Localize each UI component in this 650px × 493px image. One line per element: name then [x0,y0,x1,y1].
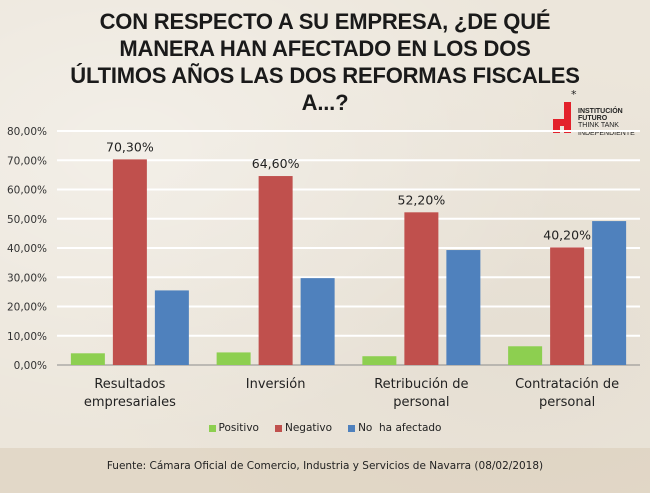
bar-no-ha-afectado [592,221,627,365]
legend-swatch [274,424,282,432]
star-icon: * [571,88,577,101]
y-tick-label: 10,00% [7,331,47,343]
legend-item: No ha afectado [348,422,441,434]
legend-item: Positivo [208,422,259,434]
bar-no-ha-afectado [300,278,335,365]
legend-label: Negativo [284,422,333,434]
bar-negativo [112,159,147,365]
x-category-label: Resultados [94,377,165,392]
y-tick-label: 0,00% [14,360,47,372]
x-category-label: Contratación de [515,377,619,392]
logo-text: INSTITUCIÓN FUTURO THINK TANK INDEPENDIE… [578,108,635,137]
x-category-label: personal [393,395,449,410]
bar-no-ha-afectado [446,250,481,365]
legend-label: No ha afectado [358,422,442,434]
x-category-label: Inversión [246,377,306,392]
logo-line: INSTITUCIÓN [578,108,623,115]
y-tick-label: 70,00% [7,155,47,167]
data-label: 64,60% [252,156,300,171]
bar-positivo [508,346,543,365]
logo-line: FUTURO [578,115,608,123]
y-tick-label: 60,00% [7,185,47,197]
y-tick-label: 20,00% [7,302,47,314]
data-label: 40,20% [543,227,591,242]
logo-mark-icon [553,102,571,133]
data-label: 70,30% [106,139,154,154]
legend-label: Positivo [218,422,259,434]
bar-no-ha-afectado [154,290,189,365]
institucion-futuro-logo: * INSTITUCIÓN FUTURO THINK TANK INDEPEND… [550,88,650,148]
legend-item: Negativo [274,422,333,434]
bar-positivo [216,352,251,365]
bar-negativo [258,176,293,365]
bar-positivo [70,353,105,365]
footer-band [0,448,650,493]
logo-line: INDEPENDIENTE [578,129,635,137]
x-category-label: empresariales [84,395,176,410]
data-label: 52,20% [398,192,446,207]
x-category-label: Retribución de [374,377,468,392]
chart-legend: Positivo Negativo No ha afectado [0,422,650,434]
bar-positivo [362,356,397,365]
bar-chart: 0,00% 10,00% 20,00% 30,00% 40,00% 50,00% 60,00… [7,126,640,410]
y-tick-label: 80,00% [7,126,47,138]
source-footer: Fuente: Cámara Oficial de Comercio, Indu… [106,460,544,472]
legend-swatch [208,424,216,432]
chart-title: CON RESPECTO A SU EMPRESA, ¿DE QUÉ MANER… [70,9,580,115]
x-category-label: personal [539,395,595,410]
bar-negativo [550,247,585,365]
y-tick-label: 50,00% [7,214,47,226]
logo-line: THINK TANK [578,122,619,130]
y-tick-label: 30,00% [7,272,47,284]
bar-negativo [404,212,439,365]
y-tick-label: 40,00% [7,243,47,255]
legend-swatch [348,424,356,432]
